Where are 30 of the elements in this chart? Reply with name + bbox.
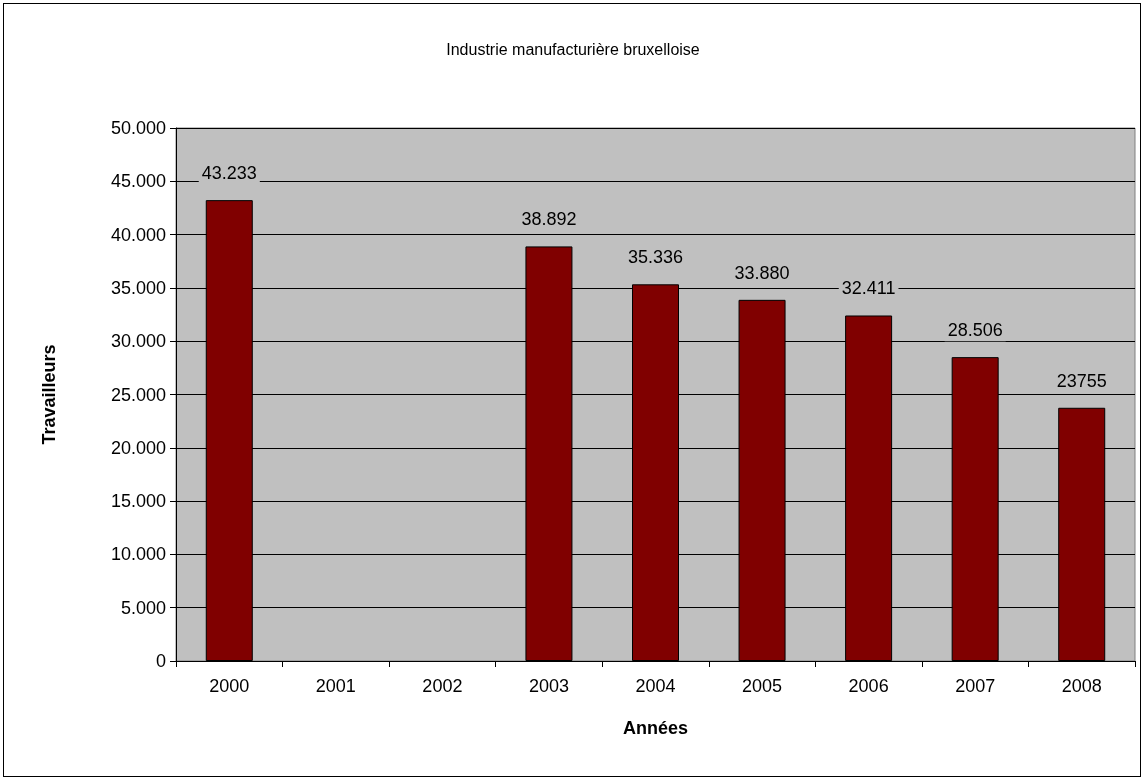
data-label: 43.233: [201, 163, 257, 184]
y-tick-label: 25.000: [110, 384, 166, 405]
y-tick-label: 35.000: [110, 277, 166, 298]
y-tick-label: 0: [155, 651, 166, 671]
data-label: 38.892: [521, 209, 577, 230]
y-tick-label: 45.000: [110, 171, 166, 192]
x-tick-label: 2006: [848, 676, 889, 696]
data-label: 35.336: [627, 247, 684, 268]
y-tick-label: 50.000: [110, 118, 166, 138]
y-axis-title: Travailleurs: [39, 344, 59, 445]
data-label: 28.506: [947, 320, 1003, 341]
data-label: 33.880: [734, 262, 790, 283]
y-tick-label: 30.000: [110, 331, 166, 352]
x-tick-label: 2001: [315, 676, 356, 696]
x-tick-label: 2007: [955, 676, 996, 696]
y-tick-label: 40.000: [110, 224, 166, 245]
x-axis-title: Années: [622, 718, 689, 738]
x-tick-label: 2004: [635, 676, 676, 696]
y-tick-label: 20.000: [110, 437, 166, 458]
x-tick-label: 2005: [742, 676, 783, 696]
x-tick-label: 2002: [422, 676, 463, 696]
chart-title: Industrie manufacturière bruxelloise: [446, 40, 700, 58]
x-tick-label: 2003: [528, 676, 569, 696]
data-label: 32.411: [841, 278, 896, 299]
y-tick-label: 10.000: [110, 544, 166, 565]
y-tick-label: 15.000: [110, 491, 166, 512]
x-tick-label: 2000: [209, 676, 250, 696]
data-label: 23755: [1056, 370, 1107, 391]
y-tick-label: 5.000: [120, 597, 166, 618]
x-tick-label: 2008: [1061, 676, 1102, 696]
